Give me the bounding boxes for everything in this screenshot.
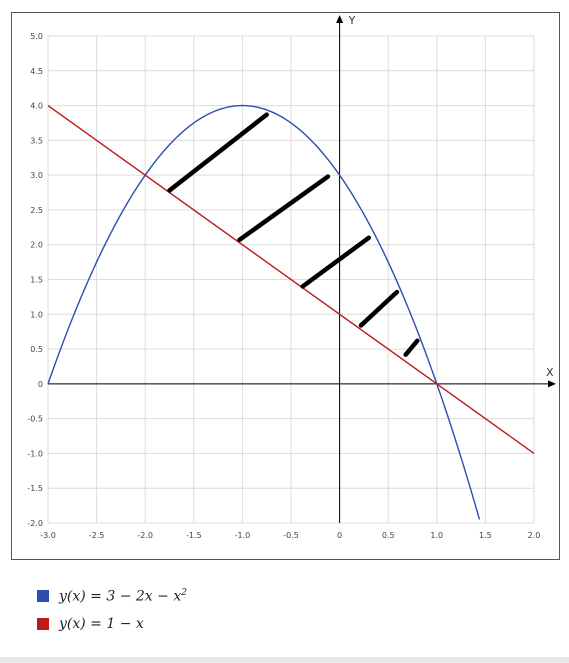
x-axis-label: X bbox=[546, 366, 554, 379]
y-tick-label: 5.0 bbox=[30, 32, 43, 41]
y-tick-label: 1.0 bbox=[30, 310, 43, 319]
x-tick-label: -1.5 bbox=[186, 531, 202, 540]
legend-item-parabola: y(x) = 3 − 2x − x2 bbox=[37, 582, 187, 610]
x-tick-label: 0 bbox=[337, 531, 342, 540]
x-tick-label: 1.5 bbox=[479, 531, 492, 540]
legend-label-line: y(x) = 1 − x bbox=[59, 616, 144, 632]
chart-svg: X Y -3.0 -2.5 -2.0 -1.5 -1.0 -0.5 0 0.5 1.0 1.5 2.0 5… bbox=[27, 14, 556, 540]
x-tick-label: -1.0 bbox=[235, 531, 251, 540]
hatch-stroke bbox=[300, 235, 372, 289]
x-tick-label: -2.5 bbox=[89, 531, 105, 540]
y-tick-label: 3.5 bbox=[30, 136, 43, 145]
hatch-stroke bbox=[237, 174, 331, 243]
y-tick-label: 4.5 bbox=[30, 67, 43, 76]
legend-item-line: y(x) = 1 − x bbox=[37, 610, 187, 638]
hatch-stroke bbox=[358, 289, 400, 328]
legend-swatch-red bbox=[37, 618, 49, 630]
y-axis-arrow bbox=[336, 15, 344, 23]
y-tick-label: 3.0 bbox=[30, 171, 43, 180]
hatch-stroke bbox=[403, 338, 420, 357]
series-line-line bbox=[47, 105, 535, 454]
legend-label-parabola: y(x) = 3 − 2x − x2 bbox=[59, 587, 187, 605]
y-tick-label: 2.5 bbox=[30, 206, 43, 215]
y-tick-label: -1.0 bbox=[27, 449, 43, 458]
y-tick-label: 1.5 bbox=[30, 276, 43, 285]
x-tick-label: -0.5 bbox=[283, 531, 299, 540]
x-tick-label: 0.5 bbox=[382, 531, 395, 540]
y-tick-label: -1.5 bbox=[27, 484, 43, 493]
y-tick-label: -2.0 bbox=[27, 519, 43, 528]
bottom-bar bbox=[0, 657, 569, 663]
y-tick-label: 0 bbox=[38, 380, 43, 389]
hatch-stroke bbox=[167, 112, 269, 193]
x-tick-label: 1.0 bbox=[430, 531, 443, 540]
y-axis-label: Y bbox=[348, 14, 356, 27]
legend: y(x) = 3 − 2x − x2 y(x) = 1 − x bbox=[37, 582, 187, 638]
y-tick-label: 4.0 bbox=[30, 102, 43, 111]
y-tick-label: 2.0 bbox=[30, 241, 43, 250]
x-tick-label: -3.0 bbox=[40, 531, 56, 540]
x-tick-label: -2.0 bbox=[137, 531, 153, 540]
y-tick-label: -0.5 bbox=[27, 415, 43, 424]
x-tick-label: 2.0 bbox=[528, 531, 541, 540]
legend-swatch-blue bbox=[37, 590, 49, 602]
y-tick-label: 0.5 bbox=[30, 345, 43, 354]
x-axis-arrow bbox=[548, 380, 556, 388]
series-parabola-line bbox=[47, 104, 481, 520]
plot-area: X Y -3.0 -2.5 -2.0 -1.5 -1.0 -0.5 0 0.5 1.0 1.5 2.0 5… bbox=[11, 12, 560, 560]
